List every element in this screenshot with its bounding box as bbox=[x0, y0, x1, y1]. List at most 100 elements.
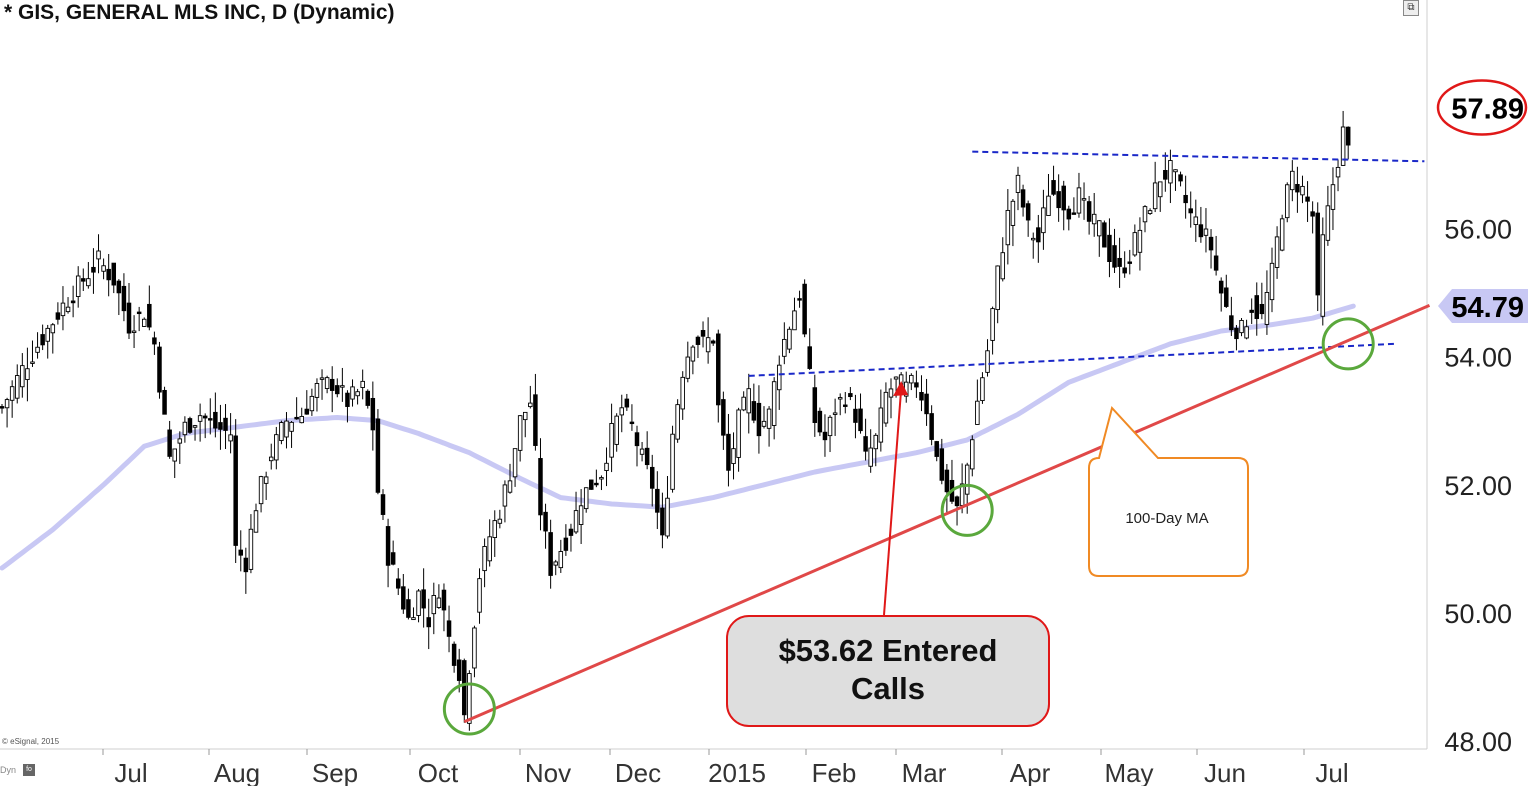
y-tick-label: 56.00 bbox=[1444, 215, 1512, 245]
candle-body bbox=[268, 456, 274, 462]
x-axis: Jul Aug Sep Oct Nov Dec 2015 Feb Mar Apr May Jun Jul bbox=[102, 749, 1349, 786]
candle-body bbox=[690, 346, 696, 362]
dynamic-label: Dyn bbox=[0, 765, 17, 775]
candle-body bbox=[858, 408, 863, 432]
candle-body bbox=[1046, 195, 1051, 216]
candle-body bbox=[995, 265, 1000, 311]
candle-body bbox=[812, 387, 818, 423]
x-tick-label: Jun bbox=[1204, 758, 1246, 786]
candle-body bbox=[238, 549, 244, 556]
candle-body bbox=[548, 532, 553, 576]
candle-body bbox=[1295, 184, 1300, 193]
candle-body bbox=[329, 378, 335, 391]
candle-body bbox=[502, 484, 508, 507]
candle-body bbox=[817, 410, 823, 433]
x-tick-label: Nov bbox=[525, 758, 571, 786]
candle-body bbox=[909, 374, 914, 384]
candle-body bbox=[670, 433, 675, 490]
candle-body bbox=[1051, 180, 1056, 195]
candle-body bbox=[888, 388, 894, 398]
candle-body bbox=[274, 434, 279, 461]
candle-body bbox=[497, 518, 503, 524]
candle-body bbox=[253, 510, 259, 533]
candle-body bbox=[345, 392, 350, 407]
restore-window-icon[interactable]: ⧉ bbox=[1403, 0, 1419, 16]
channel-lower-line bbox=[748, 342, 1394, 377]
candle-body bbox=[492, 520, 498, 539]
candle-body bbox=[827, 416, 833, 437]
x-tick-label: Feb bbox=[812, 758, 857, 786]
candle-body bbox=[192, 425, 198, 428]
candle-body bbox=[649, 466, 655, 489]
candle-body bbox=[477, 578, 482, 613]
candle-body bbox=[1015, 174, 1021, 193]
candle-body bbox=[1234, 327, 1239, 340]
candle-body bbox=[782, 338, 787, 357]
candle-body bbox=[111, 262, 117, 286]
candle-body bbox=[970, 439, 975, 470]
candle-body bbox=[756, 402, 762, 437]
candle-body bbox=[355, 391, 360, 397]
candle-body bbox=[695, 336, 701, 345]
candle-body bbox=[802, 283, 807, 335]
candle-body bbox=[218, 422, 223, 430]
candle-body bbox=[604, 462, 609, 471]
candle-body bbox=[1168, 160, 1173, 184]
candle-body bbox=[304, 408, 310, 415]
candle-body bbox=[106, 268, 111, 281]
candle-body bbox=[335, 385, 340, 395]
candle-body bbox=[472, 627, 477, 669]
candle-body bbox=[446, 620, 452, 637]
candle-body bbox=[45, 327, 50, 342]
candle-body bbox=[797, 298, 802, 301]
candle-body bbox=[1330, 184, 1336, 210]
candle-body bbox=[1132, 232, 1138, 256]
candle-body bbox=[792, 310, 797, 331]
candle-body bbox=[416, 590, 421, 616]
entry-arrow-head bbox=[893, 381, 909, 397]
candle-body bbox=[487, 536, 492, 562]
candle-body bbox=[721, 399, 726, 436]
candle-body bbox=[436, 597, 442, 608]
candle-body bbox=[1208, 236, 1214, 251]
candlestick-series bbox=[0, 110, 1351, 731]
y-tick-label: 50.00 bbox=[1444, 599, 1512, 629]
candle-body bbox=[70, 300, 76, 304]
candle-body bbox=[441, 589, 447, 611]
candle-body bbox=[1025, 203, 1031, 221]
candle-body bbox=[528, 402, 533, 408]
candle-body bbox=[1163, 170, 1168, 180]
candle-body bbox=[766, 408, 772, 429]
candle-body bbox=[914, 382, 919, 388]
last-price-tag bbox=[1442, 90, 1526, 125]
candle-body bbox=[86, 278, 91, 287]
copyright-text: © eSignal, 2015 bbox=[2, 737, 60, 746]
candle-body bbox=[929, 413, 934, 440]
candle-body bbox=[65, 306, 71, 313]
candle-body bbox=[309, 395, 315, 412]
candle-body bbox=[14, 375, 20, 399]
candle-body bbox=[284, 420, 289, 438]
candle-body bbox=[20, 365, 25, 388]
candle-body bbox=[126, 302, 132, 334]
candle-body bbox=[380, 494, 386, 515]
candle-body bbox=[771, 381, 777, 426]
candle-body bbox=[141, 318, 147, 327]
candle-body bbox=[924, 393, 929, 415]
candle-body bbox=[157, 346, 162, 393]
candle-body bbox=[202, 415, 208, 419]
footer-icon[interactable]: fo bbox=[23, 764, 35, 776]
candle-body bbox=[1193, 216, 1199, 225]
candle-body bbox=[1056, 191, 1061, 209]
candle-body bbox=[1203, 228, 1209, 236]
x-tick-label: Jul bbox=[1315, 758, 1348, 786]
candle-body bbox=[263, 476, 269, 484]
candle-body bbox=[197, 415, 203, 422]
last-price-circle bbox=[1436, 79, 1528, 136]
candle-body bbox=[1290, 170, 1295, 191]
entry-arrow-shaft bbox=[883, 388, 903, 616]
candle-body bbox=[1036, 227, 1041, 243]
candle-body bbox=[543, 511, 548, 532]
candle-body bbox=[1147, 210, 1153, 214]
y-tick-label: 54.00 bbox=[1444, 343, 1512, 373]
